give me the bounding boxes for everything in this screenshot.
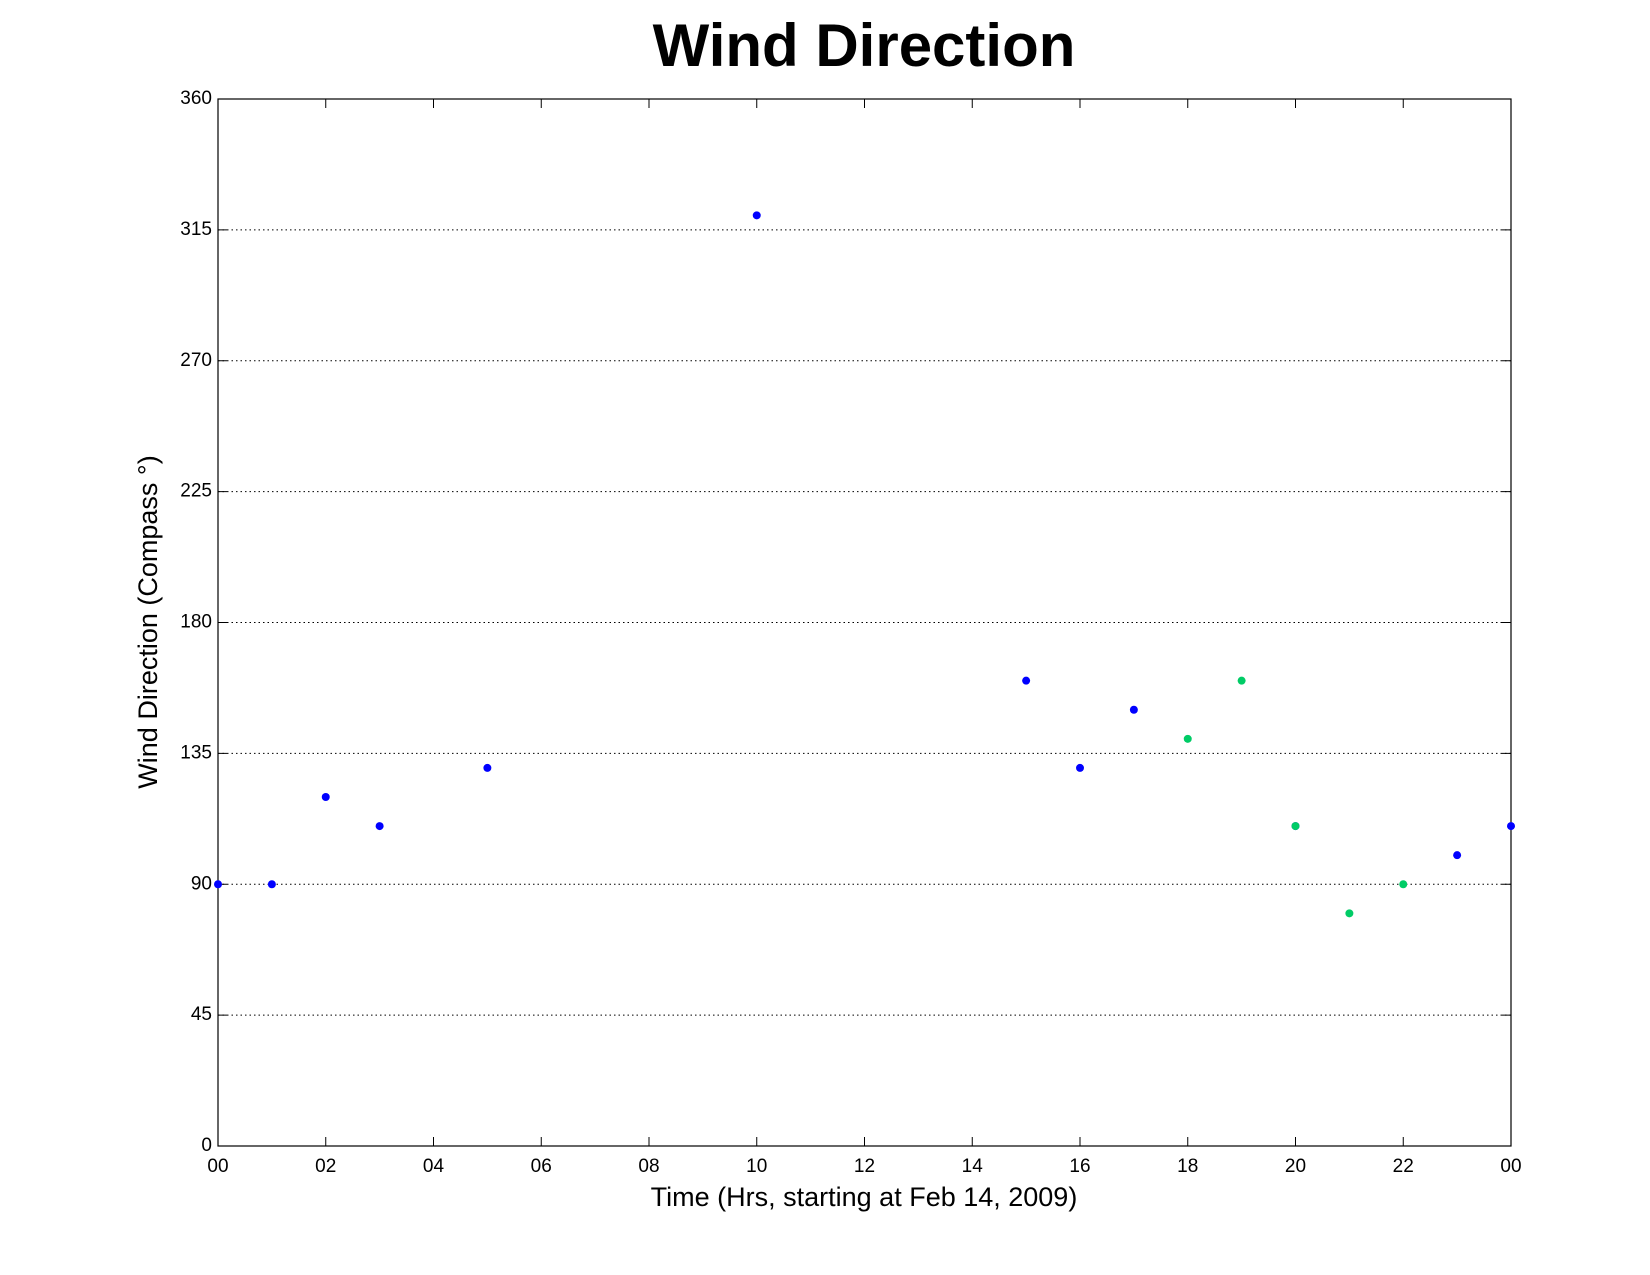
x-tick-label: 10 xyxy=(746,1156,767,1177)
point xyxy=(1345,909,1354,918)
point xyxy=(1507,822,1515,831)
y-tick-label: 360 xyxy=(180,88,212,109)
x-tick-label: 00 xyxy=(1500,1156,1521,1177)
y-tick-label: 135 xyxy=(180,742,212,763)
x-axis-label: Time (Hrs, starting at Feb 14, 2009) xyxy=(651,1182,1078,1212)
point xyxy=(1022,676,1031,685)
x-tick-label: 08 xyxy=(638,1156,659,1177)
x-tick-label: 06 xyxy=(531,1156,552,1177)
point xyxy=(375,822,384,831)
point xyxy=(1453,851,1462,860)
x-tick-label: 20 xyxy=(1285,1156,1306,1177)
y-tick-label: 225 xyxy=(180,481,212,502)
point xyxy=(483,763,492,772)
y-tick-label: 0 xyxy=(201,1135,212,1156)
y-tick-label: 270 xyxy=(180,350,212,371)
y-tick-label: 90 xyxy=(191,873,212,894)
point xyxy=(1291,822,1300,831)
point xyxy=(752,211,761,220)
y-axis-label: Wind Direction (Compass °) xyxy=(133,455,163,788)
x-tick-label: 16 xyxy=(1069,1156,1090,1177)
y-tick-label: 45 xyxy=(191,1004,212,1025)
x-tick-label: 18 xyxy=(1177,1156,1198,1177)
point xyxy=(1183,734,1192,743)
point xyxy=(1076,763,1084,772)
plot-frame xyxy=(217,98,1512,1147)
point xyxy=(1399,880,1408,889)
y-tick-label: 180 xyxy=(180,612,212,633)
x-tick-label: 12 xyxy=(854,1156,875,1177)
chart-title: Wind Direction xyxy=(653,12,1076,79)
point xyxy=(267,880,276,889)
y-tick-label: 315 xyxy=(180,219,212,240)
x-tick-label: 00 xyxy=(207,1156,228,1177)
x-tick-label: 22 xyxy=(1393,1156,1414,1177)
point xyxy=(1237,676,1246,685)
point xyxy=(321,793,330,801)
point xyxy=(1129,705,1138,714)
x-tick-label: 02 xyxy=(315,1156,336,1177)
x-tick-label: 14 xyxy=(962,1156,984,1177)
point xyxy=(214,880,222,889)
x-tick-label: 04 xyxy=(423,1156,445,1177)
